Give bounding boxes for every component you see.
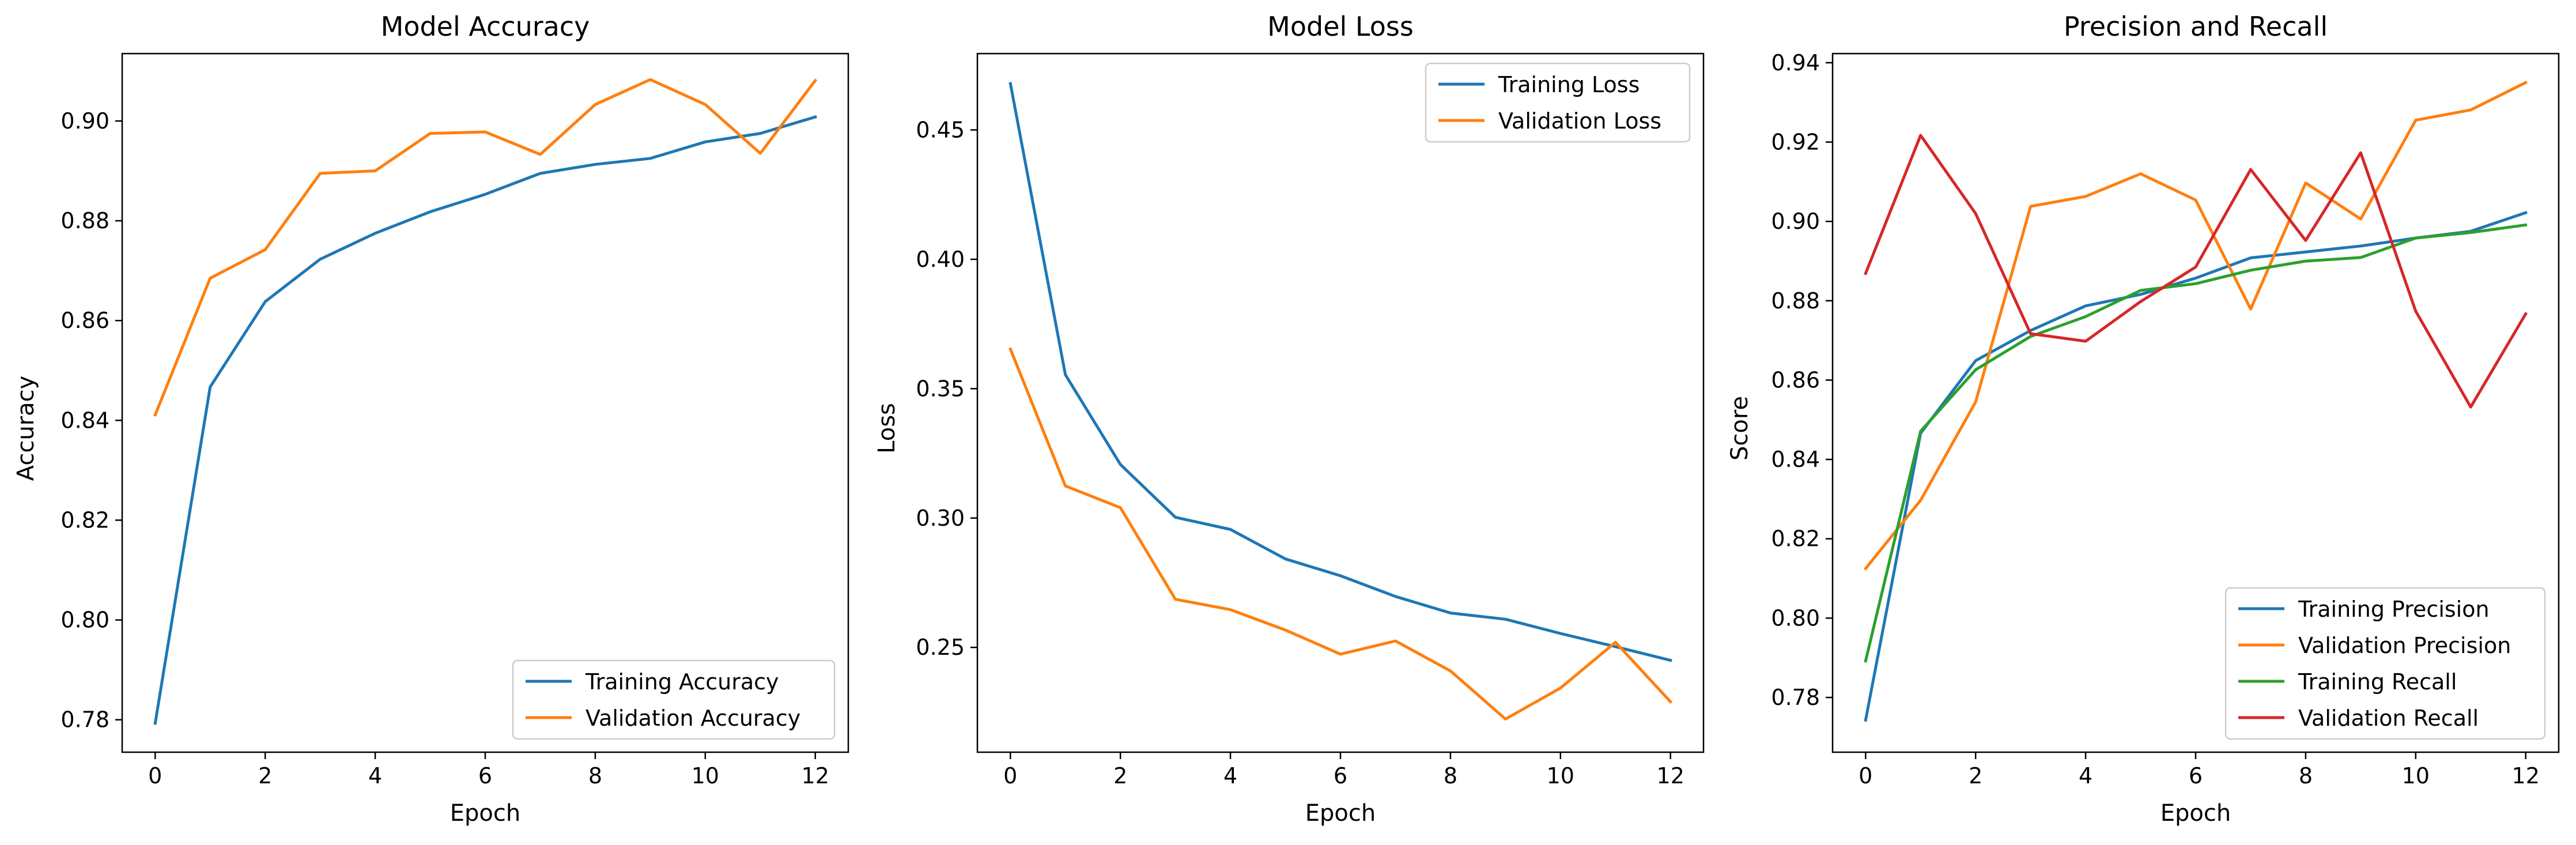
x-tick-label: 2 [258,763,272,789]
legend-label: Validation Precision [2298,633,2511,658]
legend-box [512,659,836,740]
x-tick-label: 4 [1223,763,1237,789]
x-tick-label: 6 [478,763,492,789]
plot-area: 0 2 4 6 8 10 12 0.25 0.30 0.35 0.40 0.45 [916,52,1705,789]
y-tick-label: 0.35 [916,376,965,401]
legend: Training Accuracy Validation Accuracy [512,659,836,740]
y-tick-label: 0.80 [61,608,109,633]
legend-box [1425,62,1691,143]
x-tick-label: 6 [1334,763,1347,789]
y-tick-label: 0.40 [916,247,965,272]
y-tick-label: 0.82 [61,507,109,533]
x-axis-label: Epoch [2160,800,2231,827]
y-axis-label: Score [1727,396,1753,461]
legend-label: Training Recall [2298,669,2457,695]
panel-precision-recall: Precision and Recall Epoch Score 0 2 4 6 8 10… [1727,11,2560,827]
y-tick-label: 0.80 [1771,605,1820,631]
y-tick-label: 0.86 [1771,367,1820,393]
x-tick-label: 0 [1003,763,1017,789]
x-tick-label: 12 [1657,763,1684,789]
y-tick-label: 0.90 [1771,209,1820,234]
y-axis-label: Loss [874,403,900,454]
x-axis-label: Epoch [1305,800,1376,827]
legend-label: Validation Accuracy [586,706,800,731]
plot-area: 0 2 4 6 8 10 12 0.78 0.80 0.82 0.84 0.86 0.88 0.90 [61,52,849,789]
x-tick-label: 10 [1547,763,1574,789]
legend-box [2224,587,2546,740]
panel-model-accuracy: Model Accuracy Epoch Accuracy 0 2 4 6 8 10 120… [13,11,849,827]
x-axis-label: Epoch [450,800,520,827]
y-tick-label: 0.45 [916,117,965,142]
legend-label: Validation Loss [1498,108,1661,134]
chart-title: Precision and Recall [2064,11,2328,42]
y-tick-label: 0.86 [61,308,109,333]
y-tick-label: 0.78 [1771,685,1820,710]
x-tick-label: 2 [1969,763,1982,789]
x-tick-label: 4 [2079,763,2092,789]
y-tick-label: 0.84 [61,408,109,433]
x-tick-label: 8 [588,763,602,789]
x-tick-label: 0 [1859,763,1872,789]
panel-model-loss: Model Loss Epoch Loss 0 2 4 6 8 10 120.250.300… [874,11,1705,827]
series-line-validation-precision [1863,80,2528,571]
y-tick-label: 0.88 [61,208,109,233]
series-line-validation-accuracy [153,78,818,417]
x-tick-label: 8 [1444,763,1457,789]
series-line-validation-recall [1864,134,2528,409]
legend-label: Training Accuracy [585,669,779,695]
chart-title: Model Loss [1267,11,1414,42]
y-tick-label: 0.30 [916,506,965,531]
legend-label: Training Loss [1498,72,1640,97]
y-axis-label: Accuracy [13,376,39,481]
legend-label: Training Precision [2298,597,2490,622]
x-tick-label: 12 [2512,763,2540,789]
y-tick-label: 0.84 [1771,447,1820,472]
x-tick-label: 2 [1113,763,1127,789]
x-tick-label: 10 [692,763,719,789]
y-tick-label: 0.90 [61,108,109,134]
y-tick-label: 0.92 [1771,129,1820,154]
plot-area: 0 2 4 6 8 10 12 0.78 0.80 0.82 0.84 0.86 0.88 0.90 0.9… [1771,50,2560,789]
y-tick-label: 0.78 [61,707,109,733]
y-tick-label: 0.94 [1771,50,1820,76]
x-tick-label: 12 [802,763,829,789]
y-tick-label: 0.25 [916,635,965,660]
x-tick-label: 6 [2189,763,2203,789]
legend-label: Validation Recall [2298,706,2479,731]
y-tick-label: 0.82 [1771,526,1820,552]
series-line-training-accuracy [153,115,817,725]
chart-title: Model Accuracy [381,11,590,42]
x-tick-label: 10 [2402,763,2430,789]
series-line-training-loss [1009,82,1672,662]
legend: Training Loss Validation Loss [1425,62,1691,143]
legend: Training Precision Validation Precision Tr… [2224,587,2546,740]
series-line-validation-loss [1009,347,1673,720]
x-tick-label: 0 [148,763,162,789]
series-line-training-recall [1864,223,2528,663]
x-tick-label: 8 [2299,763,2313,789]
y-tick-label: 0.88 [1771,288,1820,314]
x-tick-label: 4 [368,763,382,789]
